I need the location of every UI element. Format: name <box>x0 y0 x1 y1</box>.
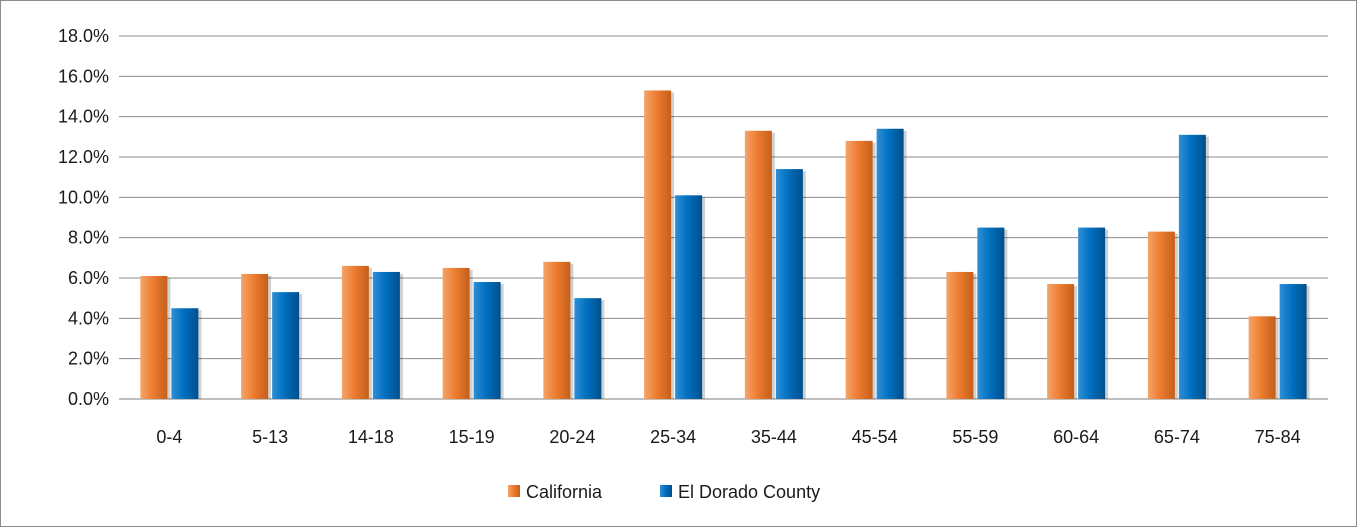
x-tick-label: 20-24 <box>549 427 595 447</box>
x-tick-label: 0-4 <box>156 427 182 447</box>
x-tick-label: 14-18 <box>348 427 394 447</box>
bar-california-65-74 <box>1147 231 1175 399</box>
bars <box>140 90 1310 400</box>
y-axis-ticks: 0.0% 2.0% 4.0% 6.0% 8.0% 10.0% 12.0% 14.0% 16.0%… <box>58 26 109 409</box>
y-tick-label: 6.0% <box>68 268 109 288</box>
bar-california-35-44 <box>744 130 772 400</box>
legend-swatch <box>508 485 520 497</box>
x-tick-label: 5-13 <box>252 427 288 447</box>
bar-california-45-54 <box>845 140 873 399</box>
y-tick-label: 8.0% <box>68 228 109 248</box>
x-tick-label: 35-44 <box>751 427 797 447</box>
legend-label: El Dorado County <box>678 482 820 502</box>
bar-el-dorado-county-35-44 <box>775 169 803 399</box>
bar-el-dorado-county-55-59 <box>977 227 1005 399</box>
legend-swatch <box>660 485 672 497</box>
bar-california-55-59 <box>946 271 974 399</box>
bar-el-dorado-county-75-84 <box>1279 284 1307 399</box>
y-tick-label: 14.0% <box>58 107 109 127</box>
bar-california-5-13 <box>241 273 269 399</box>
y-tick-label: 12.0% <box>58 147 109 167</box>
x-tick-label: 55-59 <box>952 427 998 447</box>
x-tick-label: 65-74 <box>1154 427 1200 447</box>
y-tick-label: 10.0% <box>58 187 109 207</box>
bar-el-dorado-county-5-13 <box>272 292 300 399</box>
bar-california-14-18 <box>341 265 369 399</box>
legend: California El Dorado County <box>508 482 820 502</box>
x-tick-label: 45-54 <box>852 427 898 447</box>
bar-california-20-24 <box>543 261 571 399</box>
y-tick-label: 4.0% <box>68 308 109 328</box>
y-tick-label: 16.0% <box>58 66 109 86</box>
y-tick-label: 18.0% <box>58 26 109 46</box>
bar-el-dorado-county-15-19 <box>473 282 501 399</box>
bar-el-dorado-county-60-64 <box>1078 227 1106 399</box>
bar-el-dorado-county-20-24 <box>574 298 602 399</box>
y-tick-label: 0.0% <box>68 389 109 409</box>
bar-california-0-4 <box>140 275 168 399</box>
bar-el-dorado-county-0-4 <box>171 308 199 399</box>
gridlines <box>119 35 1328 400</box>
bar-california-60-64 <box>1047 284 1075 399</box>
y-tick-label: 2.0% <box>68 349 109 369</box>
bar-california-25-34 <box>644 90 672 399</box>
bar-el-dorado-county-25-34 <box>675 195 703 399</box>
bar-california-75-84 <box>1248 316 1276 399</box>
bar-california-15-19 <box>442 267 470 399</box>
x-axis-ticks: 0-4 5-13 14-18 15-19 20-24 25-34 35-44 45-54 55-… <box>156 427 1300 447</box>
x-tick-label: 25-34 <box>650 427 696 447</box>
x-tick-label: 75-84 <box>1255 427 1301 447</box>
bar-el-dorado-county-65-74 <box>1178 134 1206 400</box>
bar-el-dorado-county-14-18 <box>372 271 400 399</box>
x-tick-label: 60-64 <box>1053 427 1099 447</box>
x-tick-label: 15-19 <box>449 427 495 447</box>
bar-el-dorado-county-45-54 <box>876 128 904 399</box>
legend-label: California <box>526 482 603 502</box>
